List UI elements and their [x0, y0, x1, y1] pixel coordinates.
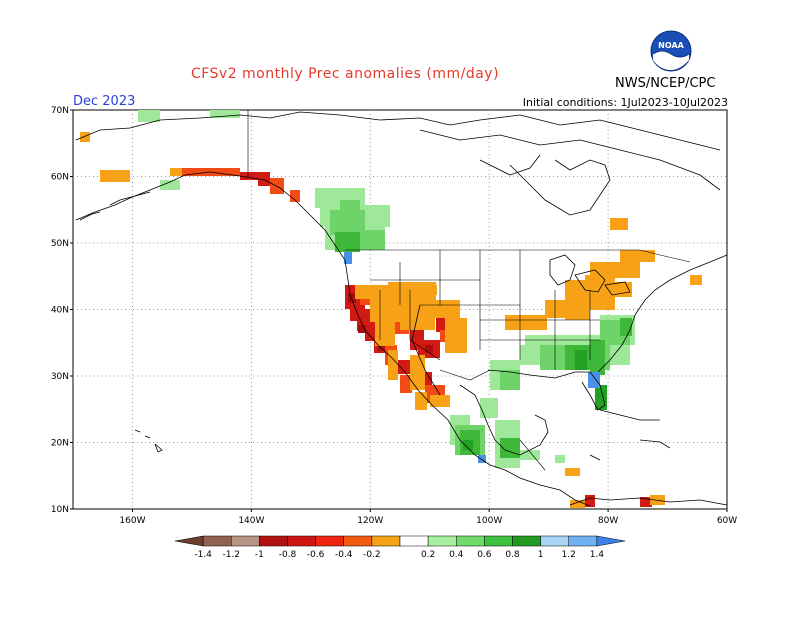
- latitude-label: 70N: [51, 106, 69, 116]
- colorbar-cell: [399, 535, 429, 547]
- initial-conditions: Initial conditions: 1Jul2023-10Jul2023: [522, 96, 728, 109]
- colorbar-label: 0.4: [449, 550, 464, 560]
- latitude-label: 30N: [51, 372, 69, 382]
- colorbar-cell: [568, 535, 598, 547]
- colorbar-label: -0.2: [363, 550, 381, 560]
- colorbar-cell: [287, 535, 316, 547]
- colorbar-cell: [512, 535, 541, 547]
- colorbar-high-arrow: [596, 535, 626, 547]
- colorbar-cell: [427, 535, 457, 547]
- colorbar-cell: [484, 535, 513, 547]
- longitude-labels: 160W 140W 120W 100W 80W 60W: [119, 509, 737, 526]
- colorbar-cell: [343, 535, 373, 547]
- colorbar-label: -1: [255, 550, 264, 560]
- colorbar-label: 0.6: [477, 550, 492, 560]
- colorbar-label: 1.2: [562, 550, 576, 560]
- colorbar-cell: [456, 535, 485, 547]
- agency-label: NWS/NCEP/CPC: [615, 76, 716, 91]
- colorbar-label: 1.4: [590, 550, 605, 560]
- forecast-month: Dec 2023: [73, 94, 136, 109]
- latitude-label: 50N: [51, 239, 69, 249]
- longitude-label: 160W: [119, 516, 145, 526]
- political-borders: [247, 110, 691, 471]
- longitude-label: 120W: [357, 516, 383, 526]
- colorbar-cell: [202, 535, 232, 547]
- colorbar-label: 0.2: [421, 550, 435, 560]
- very-wet-region: [463, 350, 607, 450]
- colorbar-cell: [231, 535, 260, 547]
- colorbar-label: -0.4: [335, 550, 353, 560]
- colorbar-cell: [315, 535, 344, 547]
- colorbar-cell: [540, 535, 569, 547]
- colorbar-cell: [259, 535, 288, 547]
- colorbar-label: 0.8: [505, 550, 520, 560]
- longitude-label: 140W: [238, 516, 264, 526]
- latitude-label: 20N: [51, 439, 69, 449]
- coastlines: [75, 111, 728, 507]
- colorbar-label: -0.6: [307, 550, 325, 560]
- latitude-label: 40N: [51, 306, 69, 316]
- extreme-wet-region: [344, 252, 600, 463]
- latitude-label: 60N: [51, 173, 69, 183]
- light-dry-region: [80, 132, 702, 508]
- longitude-label: 80W: [598, 516, 618, 526]
- noaa-logo-icon: NOAA: [650, 30, 692, 72]
- west-coast-darkest-dry: [348, 293, 433, 353]
- latitude-label: 10N: [51, 505, 69, 515]
- latitude-labels: 70N 60N 50N 40N 30N 20N 10N: [51, 106, 73, 515]
- colorbar-cell: [371, 535, 401, 547]
- colorbar-label: -1.4: [194, 550, 212, 560]
- colorbar-label: 1: [538, 550, 544, 560]
- longitude-label: 100W: [476, 516, 502, 526]
- colorbar-label: -1.2: [222, 550, 240, 560]
- map-title: CFSv2 monthly Prec anomalies (mm/day): [190, 66, 500, 82]
- colorbar-low-arrow: [174, 535, 204, 547]
- longitude-label: 60W: [717, 516, 737, 526]
- noaa-logo-text: NOAA: [658, 41, 684, 50]
- colorbar-label: -0.8: [279, 550, 297, 560]
